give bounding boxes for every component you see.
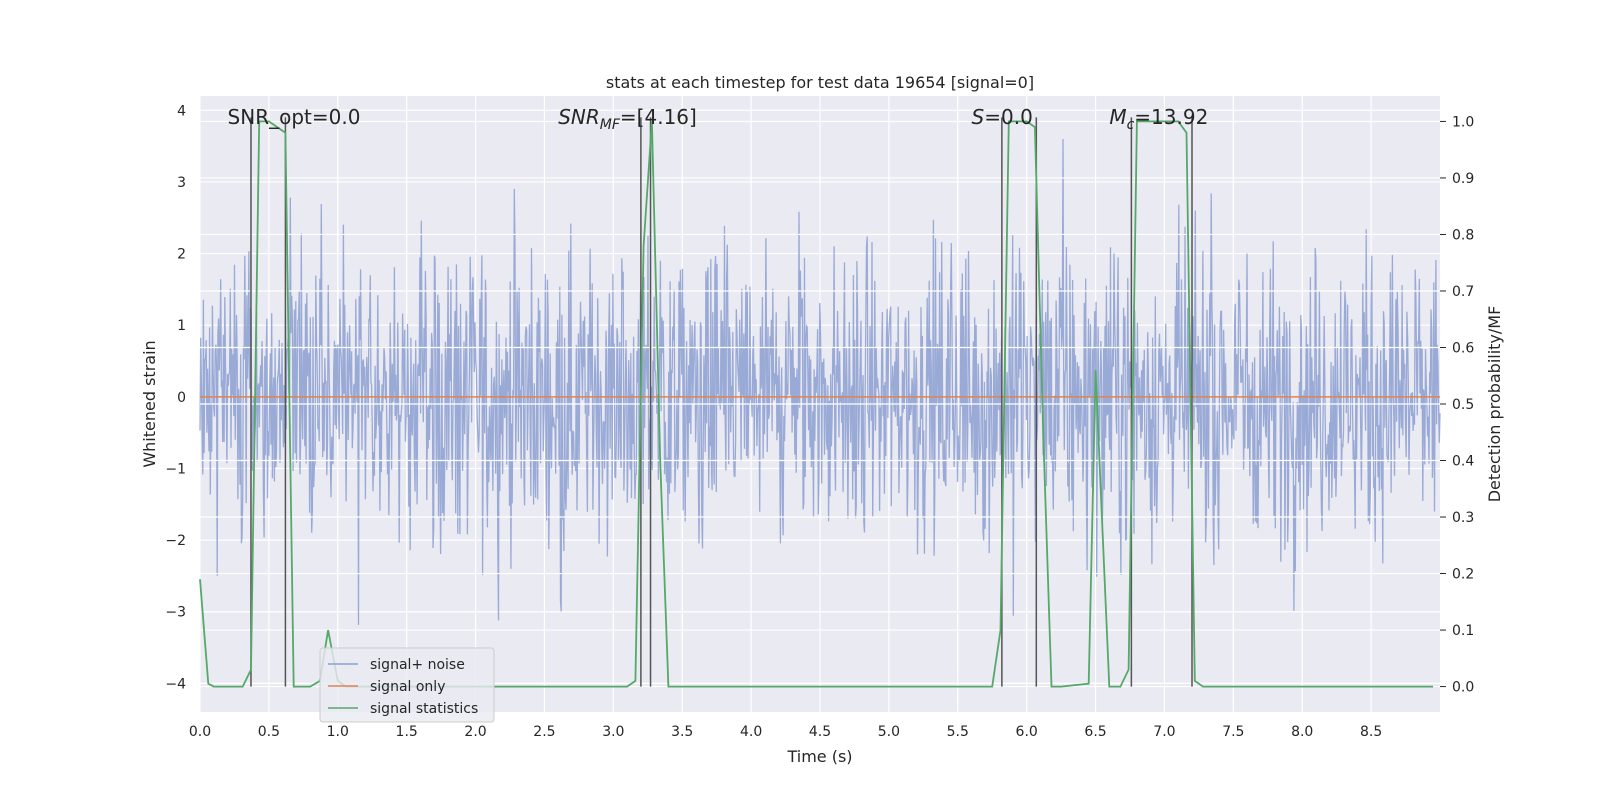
- noise-line: [199, 138, 1441, 626]
- y-tick-label: −2: [165, 533, 186, 549]
- x-tick-label: 3.0: [602, 724, 624, 740]
- series-signal-noise: [199, 138, 1441, 626]
- y2-tick-label: 0.0: [1452, 680, 1474, 696]
- x-tick-label: 1.5: [396, 724, 418, 740]
- legend-label-signal: signal only: [370, 679, 445, 695]
- y2-tick-label: 0.6: [1452, 340, 1474, 356]
- ticks: 0.0 0.5 1.0 1.5 2.0 2.5 3.0 3.5 4.0 4.5 5.0 5.5 6.0 6…: [165, 103, 1474, 740]
- y2-axis-label: Detection probability/MF: [1485, 306, 1504, 503]
- legend-box: [319, 647, 495, 723]
- y2-tick-label: 0.9: [1452, 171, 1474, 187]
- y2-tick-label: 0.3: [1452, 510, 1474, 526]
- x-tick-label: 4.0: [740, 724, 762, 740]
- y-tick-label: 4: [177, 103, 186, 119]
- x-axis-label: Time (s): [786, 747, 852, 766]
- annotation-1: SNRMF=[4.16]: [558, 105, 697, 133]
- x-tick-label: 0.5: [258, 724, 280, 740]
- x-tick-label: 4.5: [809, 724, 831, 740]
- annotations: SNR_opt=0.0 SNRMF=[4.16] S=0.0 Mc=13.92: [228, 105, 1209, 133]
- x-tick-label: 7.5: [1222, 724, 1244, 740]
- y2-tick-label: 0.7: [1452, 284, 1474, 300]
- annotation-3: Mc=13.92: [1109, 105, 1208, 133]
- x-tick-label: 6.5: [1084, 724, 1106, 740]
- statistics-line: [199, 120, 1434, 688]
- x-tick-label: 7.0: [1153, 724, 1175, 740]
- legend-label-stats: signal statistics: [370, 701, 478, 717]
- x-tick-label: 8.5: [1360, 724, 1382, 740]
- y-tick-label: −3: [165, 605, 186, 621]
- y-tick-label: 0: [177, 390, 186, 406]
- x-tick-label: 5.0: [878, 724, 900, 740]
- x-tick-label: 2.0: [464, 724, 486, 740]
- x-tick-label: 3.5: [671, 724, 693, 740]
- y2-tick-label: 0.8: [1452, 227, 1474, 243]
- x-tick-label: 1.0: [327, 724, 349, 740]
- annotation-2: S=0.0: [972, 105, 1033, 129]
- legend: signal+ noise signal only signal statist…: [319, 647, 495, 723]
- series-signal-statistics: [199, 120, 1434, 688]
- y-tick-label: −1: [165, 461, 186, 477]
- event-markers: [250, 117, 1193, 687]
- x-tick-label: 6.0: [1016, 724, 1038, 740]
- legend-label-noise: signal+ noise: [370, 657, 465, 673]
- x-tick-label: 2.5: [533, 724, 555, 740]
- y-tick-label: 3: [177, 175, 186, 191]
- x-tick-label: 8.0: [1291, 724, 1313, 740]
- x-tick-label: 0.0: [189, 724, 211, 740]
- y2-tick-label: 0.4: [1452, 454, 1474, 470]
- y-tick-label: 2: [177, 247, 186, 263]
- chart-title: stats at each timestep for test data 196…: [606, 73, 1034, 92]
- annotation-0: SNR_opt=0.0: [228, 105, 361, 129]
- y-tick-label: 1: [177, 318, 186, 334]
- x-tick-label: 5.5: [947, 724, 969, 740]
- y2-tick-label: 0.2: [1452, 567, 1474, 583]
- y2-tick-label: 1.0: [1452, 114, 1474, 130]
- y-tick-label: −4: [165, 676, 186, 692]
- y2-tick-label: 0.1: [1452, 623, 1474, 639]
- y-axis-label: Whitened strain: [140, 340, 159, 467]
- y2-tick-label: 0.5: [1452, 397, 1474, 413]
